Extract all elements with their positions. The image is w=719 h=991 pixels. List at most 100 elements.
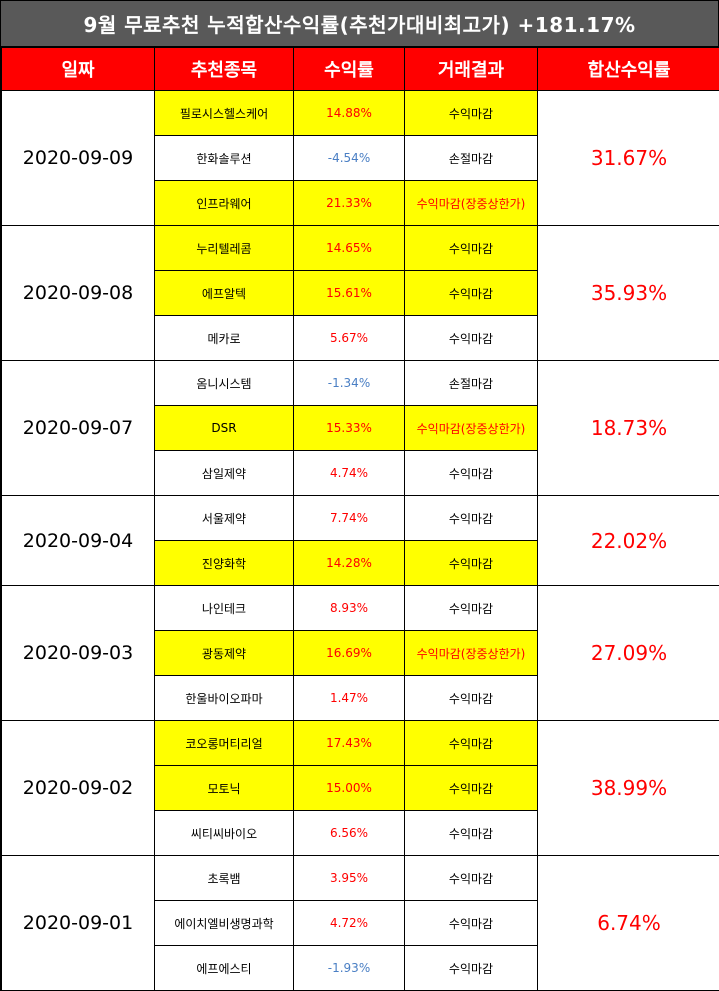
table-row: 인프라웨어 21.33% 수익마감(장중상한가)	[2, 180, 719, 226]
total-return-cell: 35.93%	[537, 225, 719, 361]
result-cell: 수익마감	[404, 270, 538, 316]
stock-name-cell: 에이치엘비생명과학	[154, 900, 294, 946]
return-cell: -1.93%	[293, 945, 405, 991]
header-row: 일짜 추천종목 수익률 거래결과 합산수익률	[1, 47, 719, 91]
stock-name-cell: 씨티씨바이오	[154, 810, 294, 856]
result-cell: 손절마감	[404, 135, 538, 181]
stock-name-cell: 필로시스헬스케어	[154, 90, 294, 136]
result-cell: 수익마감	[404, 900, 538, 946]
stock-name-cell: 초록뱀	[154, 855, 294, 901]
date-cell: 2020-09-08	[1, 225, 155, 361]
result-cell: 수익마감(장중상한가)	[404, 180, 538, 226]
table-row: 한화솔루션 -4.54% 손절마감	[2, 135, 719, 181]
date-cell: 2020-09-07	[1, 360, 155, 496]
table-row: DSR 15.33% 수익마감(장중상한가)	[2, 405, 719, 451]
stock-name-cell: 에프알텍	[154, 270, 294, 316]
table-row: 2020-09-03 나인테크 8.93% 수익마감 27.09%	[1, 585, 719, 721]
return-cell: 17.43%	[293, 720, 405, 766]
return-cell: 15.61%	[293, 270, 405, 316]
stock-name-cell: 광동제약	[154, 630, 294, 676]
result-cell: 수익마감	[404, 855, 538, 901]
result-cell: 수익마감	[404, 945, 538, 991]
stock-name-cell: DSR	[154, 405, 294, 451]
table-row: 모토닉 15.00% 수익마감	[2, 765, 719, 811]
return-cell: 14.28%	[293, 540, 405, 586]
return-cell: 1.47%	[293, 675, 405, 721]
stock-name-cell: 인프라웨어	[154, 180, 294, 226]
result-cell: 수익마감	[404, 225, 538, 271]
page-title: 9월 무료추천 누적합산수익률(추천가대비최고가) +181.17%	[1, 1, 718, 47]
result-cell: 수익마감	[404, 675, 538, 721]
table-row: 2020-09-08 누리텔레콤 14.65% 수익마감 35.93%	[1, 225, 719, 361]
stock-name-cell: 삼일제약	[154, 450, 294, 496]
return-cell: 5.67%	[293, 315, 405, 361]
header-stock: 추천종목	[154, 47, 294, 91]
table-row: 광동제약 16.69% 수익마감(장중상한가)	[2, 630, 719, 676]
date-cell: 2020-09-02	[1, 720, 155, 856]
header-return: 수익률	[293, 47, 405, 91]
table-row: 한울바이오파마 1.47% 수익마감	[2, 675, 719, 721]
total-return-cell: 31.67%	[537, 90, 719, 226]
table-row: 삼일제약 4.74% 수익마감	[2, 450, 719, 496]
table-row: 2020-09-04 서울제약 7.74% 수익마감 22.02%	[1, 495, 719, 586]
stock-name-cell: 나인테크	[154, 585, 294, 631]
result-cell: 수익마감	[404, 450, 538, 496]
stock-name-cell: 한울바이오파마	[154, 675, 294, 721]
table-row: 2020-09-09 필로시스헬스케어 14.88% 수익마감 31.67%	[1, 90, 719, 226]
header-total: 합산수익률	[537, 47, 719, 91]
total-return-cell: 27.09%	[537, 585, 719, 721]
return-cell: 7.74%	[293, 495, 405, 541]
table-row: 메카로 5.67% 수익마감	[2, 315, 719, 361]
result-cell: 수익마감(장중상한가)	[404, 630, 538, 676]
return-cell: 14.65%	[293, 225, 405, 271]
table-row: 2020-09-07 옴니시스템 -1.34% 손절마감 18.73%	[1, 360, 719, 496]
stock-name-cell: 메카로	[154, 315, 294, 361]
return-cell: 15.00%	[293, 765, 405, 811]
table-row: 2020-09-01 초록뱀 3.95% 수익마감 6.74%	[1, 855, 719, 991]
result-cell: 수익마감	[404, 585, 538, 631]
date-cell: 2020-09-01	[1, 855, 155, 991]
stock-name-cell: 에프에스티	[154, 945, 294, 991]
header-date: 일짜	[1, 47, 155, 91]
return-cell: -4.54%	[293, 135, 405, 181]
return-cell: 21.33%	[293, 180, 405, 226]
return-cell: 15.33%	[293, 405, 405, 451]
table-row: 에이치엘비생명과학 4.72% 수익마감	[2, 900, 719, 946]
result-cell: 수익마감	[404, 810, 538, 856]
return-cell: 16.69%	[293, 630, 405, 676]
return-cell: 4.74%	[293, 450, 405, 496]
total-return-cell: 6.74%	[537, 855, 719, 991]
result-cell: 수익마감	[404, 495, 538, 541]
stock-name-cell: 한화솔루션	[154, 135, 294, 181]
result-cell: 수익마감	[404, 540, 538, 586]
result-cell: 수익마감	[404, 90, 538, 136]
table-body: 2020-09-09 필로시스헬스케어 14.88% 수익마감 31.67% 한화솔루션 -…	[1, 90, 719, 991]
total-return-cell: 22.02%	[537, 495, 719, 586]
return-cell: 3.95%	[293, 855, 405, 901]
date-cell: 2020-09-04	[1, 495, 155, 586]
result-cell: 수익마감	[404, 720, 538, 766]
return-cell: 6.56%	[293, 810, 405, 856]
date-cell: 2020-09-03	[1, 585, 155, 721]
result-cell: 손절마감	[404, 360, 538, 406]
stock-name-cell: 서울제약	[154, 495, 294, 541]
date-cell: 2020-09-09	[1, 90, 155, 226]
return-cell: 14.88%	[293, 90, 405, 136]
table-row: 진양화학 14.28% 수익마감	[2, 540, 719, 586]
table-row: 에프에스티 -1.93% 수익마감	[2, 945, 719, 991]
result-cell: 수익마감(장중상한가)	[404, 405, 538, 451]
stock-name-cell: 코오롱머티리얼	[154, 720, 294, 766]
return-cell: 4.72%	[293, 900, 405, 946]
header-result: 거래결과	[404, 47, 538, 91]
stock-name-cell: 누리텔레콤	[154, 225, 294, 271]
stock-name-cell: 모토닉	[154, 765, 294, 811]
result-cell: 수익마감	[404, 765, 538, 811]
total-return-cell: 18.73%	[537, 360, 719, 496]
stock-name-cell: 진양화학	[154, 540, 294, 586]
table-row: 에프알텍 15.61% 수익마감	[2, 270, 719, 316]
returns-table: 일짜 추천종목 수익률 거래결과 합산수익률 2020-09-09 필로시스헬스케…	[1, 47, 719, 991]
stock-name-cell: 옴니시스템	[154, 360, 294, 406]
table-row: 2020-09-02 코오롱머티리얼 17.43% 수익마감 38.99%	[1, 720, 719, 856]
return-cell: -1.34%	[293, 360, 405, 406]
